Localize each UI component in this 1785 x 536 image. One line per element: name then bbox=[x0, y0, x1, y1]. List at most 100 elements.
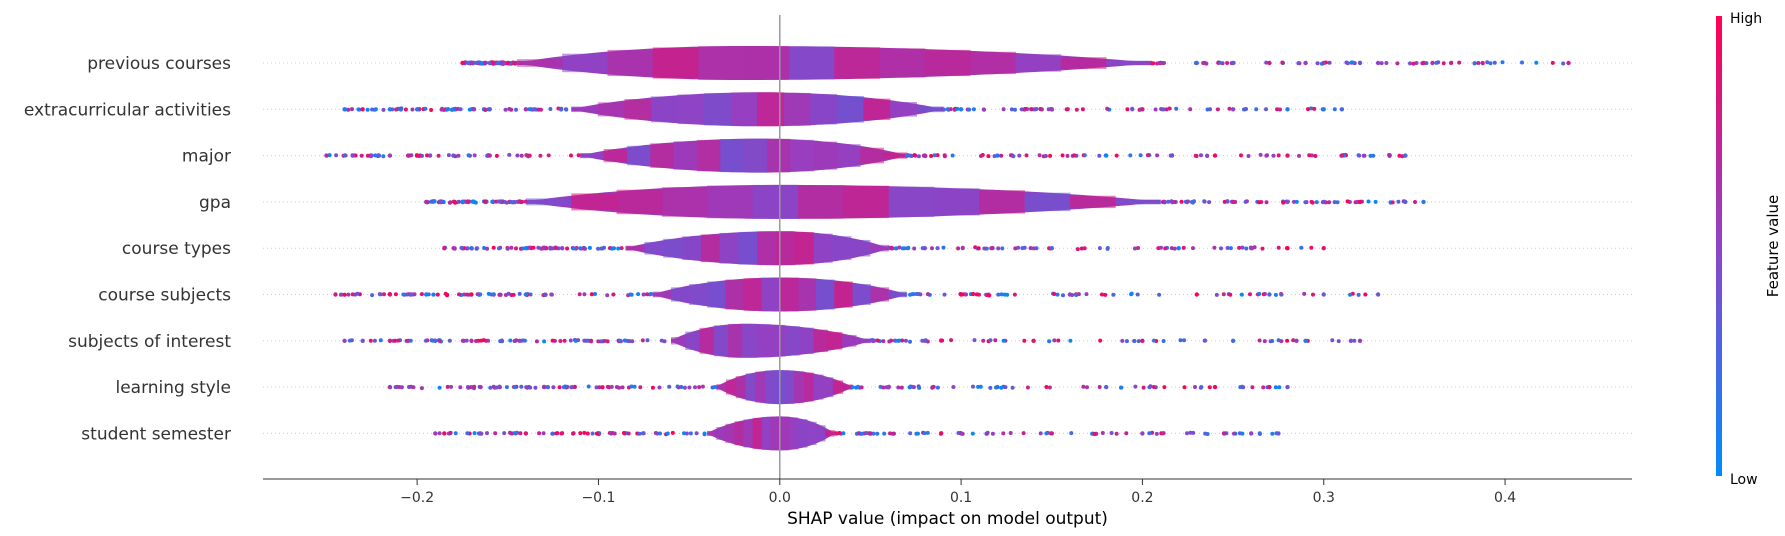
data-point bbox=[1292, 199, 1296, 204]
outlier-point bbox=[1230, 60, 1236, 66]
data-point bbox=[1052, 292, 1057, 296]
data-point bbox=[1178, 338, 1183, 343]
outlier-point bbox=[360, 338, 365, 343]
data-point bbox=[841, 431, 846, 436]
violin-shade bbox=[764, 370, 776, 404]
violin-shade bbox=[745, 373, 756, 401]
feature-label: learning style bbox=[115, 378, 231, 398]
data-point bbox=[1397, 153, 1402, 158]
outlier-point bbox=[1049, 431, 1055, 436]
data-point bbox=[930, 246, 934, 251]
data-point bbox=[925, 292, 930, 297]
data-point bbox=[599, 246, 604, 251]
data-point bbox=[1368, 153, 1373, 158]
violin-shade bbox=[671, 337, 686, 345]
data-point bbox=[1277, 385, 1282, 390]
data-point bbox=[676, 385, 681, 390]
data-point bbox=[904, 153, 909, 158]
violin-shade bbox=[810, 94, 838, 125]
violin-shade bbox=[716, 384, 727, 391]
data-point bbox=[1276, 153, 1281, 158]
data-point bbox=[465, 246, 469, 251]
data-point bbox=[1492, 60, 1497, 65]
data-point bbox=[641, 292, 646, 297]
data-point bbox=[494, 153, 499, 158]
outlier-point bbox=[1285, 153, 1290, 158]
data-point bbox=[497, 246, 501, 251]
data-point bbox=[1361, 153, 1366, 158]
data-point bbox=[1387, 153, 1392, 157]
data-point bbox=[470, 61, 475, 66]
data-point bbox=[511, 292, 516, 297]
data-point bbox=[908, 292, 913, 297]
data-point bbox=[1345, 61, 1350, 66]
outlier-point bbox=[1049, 107, 1055, 112]
data-point bbox=[503, 107, 508, 112]
data-point bbox=[688, 431, 693, 436]
violin-shade bbox=[827, 332, 843, 350]
data-point bbox=[394, 107, 399, 112]
data-point bbox=[582, 430, 587, 435]
data-point bbox=[1031, 246, 1036, 251]
data-point bbox=[1039, 107, 1044, 112]
data-point bbox=[1097, 153, 1102, 158]
data-point bbox=[1390, 200, 1395, 205]
data-point bbox=[356, 107, 361, 112]
outlier-point bbox=[1285, 384, 1290, 390]
violin-shade bbox=[869, 244, 890, 252]
data-point bbox=[506, 291, 511, 296]
data-point bbox=[424, 338, 428, 343]
data-point bbox=[1138, 153, 1143, 158]
data-point bbox=[1240, 245, 1245, 250]
data-point bbox=[334, 153, 339, 158]
data-point bbox=[474, 246, 479, 251]
data-point bbox=[999, 385, 1004, 390]
data-point bbox=[376, 153, 381, 158]
data-point bbox=[951, 385, 956, 389]
violin-shade bbox=[825, 430, 835, 437]
data-point bbox=[1215, 107, 1220, 112]
data-point bbox=[1179, 199, 1184, 204]
outlier-point bbox=[1430, 60, 1435, 66]
data-point bbox=[950, 153, 955, 158]
outlier-point bbox=[1230, 199, 1236, 205]
outlier-point bbox=[1212, 153, 1218, 158]
violin-shade bbox=[834, 281, 853, 308]
data-point bbox=[497, 292, 502, 297]
outlier-point bbox=[1375, 292, 1381, 297]
outlier-point bbox=[1321, 199, 1326, 205]
violin-shade bbox=[707, 185, 753, 219]
data-point bbox=[1037, 153, 1042, 158]
data-point bbox=[1013, 107, 1017, 112]
data-point bbox=[1260, 246, 1265, 251]
violin-shade bbox=[1024, 192, 1071, 212]
data-point bbox=[971, 292, 976, 296]
violin-shade bbox=[797, 419, 808, 448]
data-point bbox=[993, 338, 998, 343]
data-point bbox=[917, 385, 922, 390]
data-point bbox=[1237, 245, 1242, 250]
violin-shade bbox=[843, 185, 889, 219]
violin-shade bbox=[650, 96, 678, 123]
outlier-point bbox=[442, 431, 447, 436]
data-point bbox=[546, 385, 550, 390]
data-point bbox=[1264, 153, 1269, 158]
data-point bbox=[1005, 292, 1010, 297]
data-point bbox=[1182, 385, 1187, 390]
data-point bbox=[1020, 246, 1025, 251]
data-point bbox=[1163, 246, 1168, 251]
data-point bbox=[491, 245, 496, 250]
data-point bbox=[475, 292, 480, 297]
violin-shade bbox=[756, 324, 772, 358]
data-point bbox=[942, 107, 946, 112]
violin-shade bbox=[888, 291, 908, 298]
data-point bbox=[423, 106, 428, 111]
violin-shade bbox=[571, 193, 618, 211]
data-point bbox=[949, 338, 954, 343]
violin-shade bbox=[1060, 57, 1107, 69]
data-point bbox=[956, 246, 961, 251]
data-point bbox=[1147, 431, 1152, 436]
data-point bbox=[605, 293, 610, 298]
outlier-point bbox=[1357, 199, 1363, 205]
violin-shade bbox=[580, 153, 605, 159]
